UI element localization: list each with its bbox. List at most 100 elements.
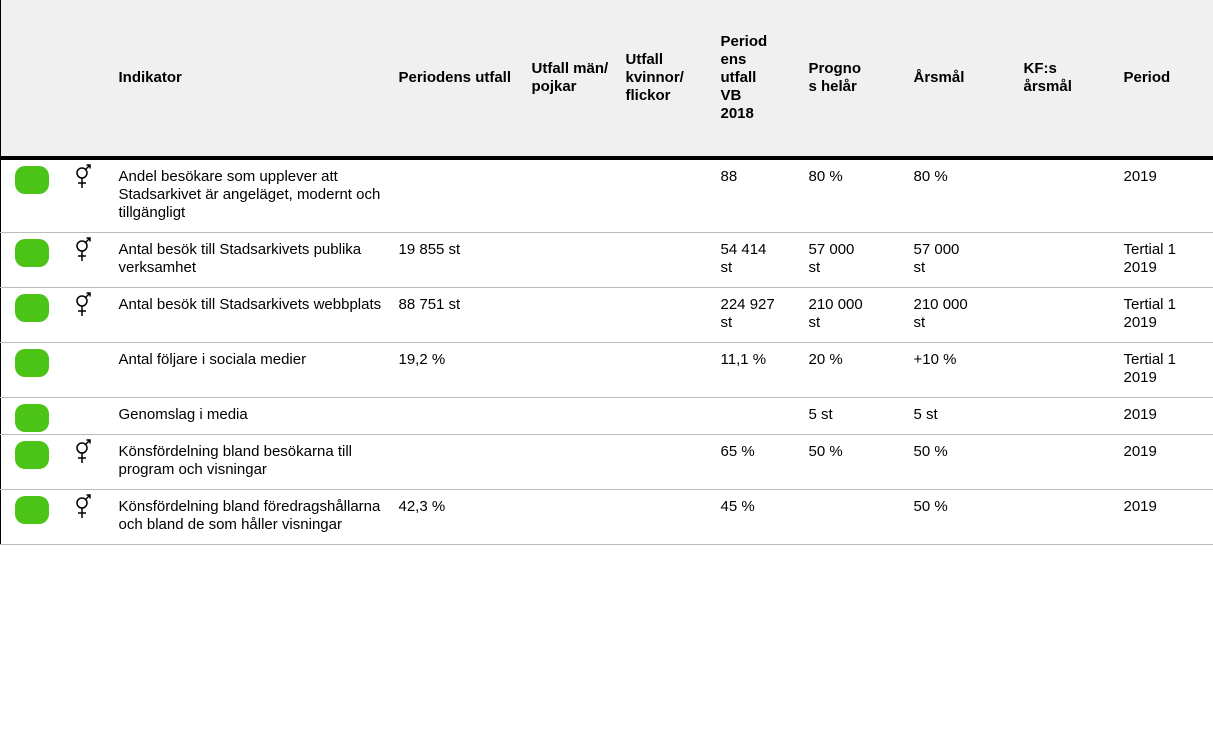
status-cell <box>0 232 66 288</box>
table-cell: 45 % <box>712 489 801 545</box>
status-cell <box>0 489 66 545</box>
table-row: Andel besökare som upplever att Stadsark… <box>0 158 1213 233</box>
table-cell: Tertial 1 2019 <box>1115 342 1213 398</box>
table-cell <box>523 287 618 343</box>
table-cell: 224 927 st <box>712 287 801 343</box>
table-cell: 54 414 st <box>712 232 801 288</box>
table-cell <box>1015 158 1116 233</box>
table-cell <box>617 287 713 343</box>
table-cell <box>617 397 713 435</box>
status-indicator <box>15 294 49 322</box>
table-cell <box>390 434 524 490</box>
table-cell: 19 855 st <box>390 232 524 288</box>
table-cell: 80 % <box>905 158 1016 233</box>
table-row: Genomslag i media 5 st 5 st 2019 <box>0 397 1213 435</box>
gender-icon <box>75 494 91 518</box>
table-cell <box>617 489 713 545</box>
table-cell <box>1015 232 1116 288</box>
header-row: Indikator Periodens utfall Utfall män/ poj… <box>0 0 1213 160</box>
table-cell <box>1015 287 1116 343</box>
gender-cell <box>65 232 111 288</box>
table-row: Antal följare i sociala medier 19,2 % 11,1… <box>0 342 1213 398</box>
table-cell <box>617 342 713 398</box>
gender-cell <box>65 489 111 545</box>
column-header: Periodens utfall VB 2018 <box>712 0 801 160</box>
table-cell: 2019 <box>1115 397 1213 435</box>
table-cell: 57 000 st <box>905 232 1016 288</box>
table-cell <box>390 397 524 435</box>
table-cell <box>1015 397 1116 435</box>
table-cell: 50 % <box>905 434 1016 490</box>
table-cell <box>523 489 618 545</box>
status-indicator <box>15 166 49 194</box>
gender-icon <box>75 164 91 188</box>
table-cell: 50 % <box>905 489 1016 545</box>
table-cell: Antal besök till Stadsarkivets publika v… <box>110 232 391 288</box>
column-header: Periodens utfall <box>390 0 524 160</box>
table-cell: 2019 <box>1115 489 1213 545</box>
gender-cell <box>65 397 111 435</box>
table-cell: +10 % <box>905 342 1016 398</box>
gender-icon <box>75 237 91 261</box>
column-header: Utfall kvinnor/ flickor <box>617 0 713 160</box>
table-cell: 5 st <box>800 397 906 435</box>
status-cell <box>0 342 66 398</box>
status-indicator <box>15 349 49 377</box>
table-cell: Könsfördelning bland föredragshållarna o… <box>110 489 391 545</box>
table-row: Antal besök till Stadsarkivets webbplats… <box>0 287 1213 343</box>
table-cell: 20 % <box>800 342 906 398</box>
table-cell: Antal följare i sociala medier <box>110 342 391 398</box>
status-indicator <box>15 441 49 469</box>
table-cell: 50 % <box>800 434 906 490</box>
table-cell <box>1015 434 1116 490</box>
column-header: Prognos helår <box>800 0 906 160</box>
column-header: Årsmål <box>905 0 1016 160</box>
table-cell: Tertial 1 2019 <box>1115 232 1213 288</box>
table-row: Könsfördelning bland föredragshållarna o… <box>0 489 1213 545</box>
status-indicator <box>15 239 49 267</box>
table-row: Könsfördelning bland besökarna till prog… <box>0 434 1213 490</box>
table-cell <box>523 158 618 233</box>
gender-icon <box>75 439 91 463</box>
table-cell <box>800 489 906 545</box>
table-cell: Könsfördelning bland besökarna till prog… <box>110 434 391 490</box>
status-cell <box>0 434 66 490</box>
table-cell <box>712 397 801 435</box>
column-header: Utfall män/ pojkar <box>523 0 618 160</box>
table-cell: 210 000 st <box>800 287 906 343</box>
gender-cell <box>65 342 111 398</box>
table-cell: 11,1 % <box>712 342 801 398</box>
table-cell <box>523 434 618 490</box>
table-cell: 42,3 % <box>390 489 524 545</box>
status-cell <box>0 158 66 233</box>
indicator-table: Indikator Periodens utfall Utfall män/ poj… <box>0 0 1213 545</box>
gender-cell <box>65 158 111 233</box>
table-body: Andel besökare som upplever att Stadsark… <box>0 158 1213 545</box>
status-indicator <box>15 496 49 524</box>
table-cell: 19,2 % <box>390 342 524 398</box>
table-cell <box>617 434 713 490</box>
table-cell <box>1015 342 1116 398</box>
table-row: Antal besök till Stadsarkivets publika v… <box>0 232 1213 288</box>
table-cell: 210 000 st <box>905 287 1016 343</box>
column-header: KF:s årsmål <box>1015 0 1116 160</box>
table-cell: 88 <box>712 158 801 233</box>
gender-icon <box>75 292 91 316</box>
table-cell <box>1015 489 1116 545</box>
table-cell: Genomslag i media <box>110 397 391 435</box>
column-header: Period <box>1115 0 1213 160</box>
table-cell: Antal besök till Stadsarkivets webbplats <box>110 287 391 343</box>
table-cell <box>523 232 618 288</box>
table-cell: Tertial 1 2019 <box>1115 287 1213 343</box>
table-cell: 57 000 st <box>800 232 906 288</box>
table-cell <box>617 158 713 233</box>
table-cell: 80 % <box>800 158 906 233</box>
table-cell: Andel besökare som upplever att Stadsark… <box>110 158 391 233</box>
table-cell: 2019 <box>1115 434 1213 490</box>
table-cell <box>617 232 713 288</box>
table-cell <box>523 342 618 398</box>
status-cell <box>0 397 66 435</box>
table-cell: 65 % <box>712 434 801 490</box>
status-cell <box>0 287 66 343</box>
header-blank <box>0 0 66 160</box>
